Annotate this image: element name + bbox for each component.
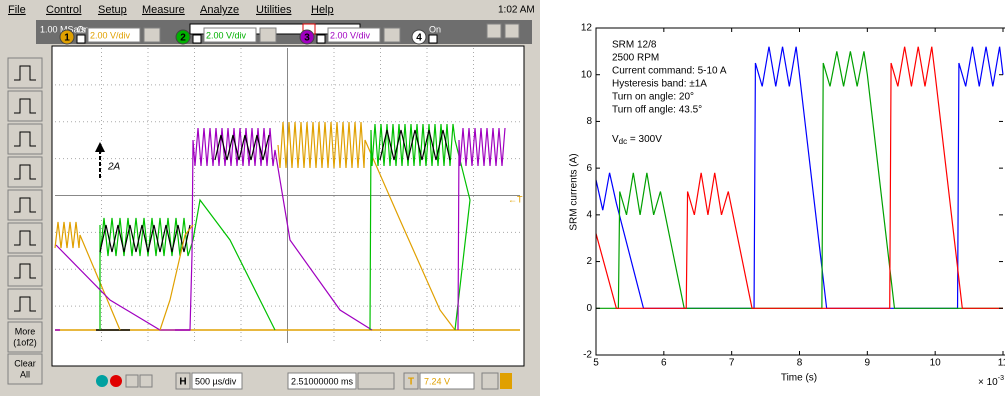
channel-number[interactable]: 2 [180, 33, 186, 44]
clock: 1:02 AM [498, 5, 535, 16]
channel-offset[interactable] [260, 28, 276, 42]
annotation: SRM 12/8 [612, 40, 657, 51]
timebase-scale[interactable]: 500 µs/div [195, 376, 237, 386]
channel-on[interactable]: On [193, 24, 205, 34]
more-label[interactable]: (1of2) [13, 337, 37, 347]
run-button[interactable] [96, 375, 108, 387]
menu-item[interactable]: Help [311, 4, 334, 16]
composite: File Control Setup Measure Analyze Utilities H… [0, 0, 1005, 396]
stop-button[interactable] [110, 375, 122, 387]
x-tick-label: 11 [998, 358, 1005, 369]
channel-on[interactable]: On [77, 24, 89, 34]
channel-checkbox[interactable] [317, 35, 325, 43]
icon-button[interactable] [140, 375, 152, 387]
x-tick-label: 8 [797, 358, 803, 369]
tool-button[interactable] [8, 190, 42, 220]
y-axis-label: SRM currents (A) [569, 153, 580, 230]
x-axis-label: Time (s) [781, 373, 817, 384]
channel-scale[interactable]: 2.00 V/div [330, 30, 371, 40]
annotation: Turn off angle: 43.5° [612, 105, 702, 116]
channel-offset[interactable] [384, 28, 400, 42]
tool-button[interactable] [8, 256, 42, 286]
x-tick-label: 5 [593, 358, 599, 369]
channel-on[interactable]: On [317, 24, 329, 34]
icon-button[interactable] [487, 24, 501, 38]
vdc-value: = 300V [627, 134, 662, 145]
channel-number[interactable]: 4 [416, 33, 422, 44]
clear-label[interactable]: Clear [14, 358, 36, 368]
channel-scale[interactable]: 2.00 V/div [206, 30, 247, 40]
trigger-marker: ←T [508, 194, 523, 204]
menu-item[interactable]: Measure [142, 4, 185, 16]
annotation: Current command: 5-10 A [612, 66, 727, 77]
x-exponent-power: -3 [998, 375, 1004, 382]
menu-item[interactable]: Utilities [256, 4, 292, 16]
channel-number[interactable]: 1 [64, 33, 70, 44]
channel-offset[interactable] [144, 28, 160, 42]
tool-button[interactable] [8, 223, 42, 253]
channel-checkbox[interactable] [193, 35, 201, 43]
tool-button[interactable] [8, 157, 42, 187]
annotation: Turn on angle: 20° [612, 92, 694, 103]
y-tick-label: 12 [581, 23, 593, 34]
y-tick-label: 8 [586, 116, 592, 127]
vdc-subscript: dc [619, 137, 627, 146]
annotation: Hysteresis band: ±1A [612, 79, 707, 90]
spin-button[interactable] [482, 373, 498, 389]
channel-number[interactable]: 3 [304, 33, 310, 44]
tool-button[interactable] [8, 58, 42, 88]
x-exponent: × 10-3 [978, 375, 1004, 388]
channel-scale[interactable]: 2.00 V/div [90, 30, 131, 40]
x-exponent-base: × 10 [978, 377, 998, 388]
timebase-label[interactable]: H [179, 377, 186, 388]
y-tick-label: 4 [586, 209, 592, 220]
annotation: 2500 RPM [612, 53, 659, 64]
icon-button[interactable] [505, 24, 519, 38]
menu-item[interactable]: Analyze [200, 4, 239, 16]
channel-on[interactable]: On [429, 24, 441, 34]
x-tick-label: 10 [930, 358, 942, 369]
timebase-position[interactable]: 2.51000000 ms [291, 376, 354, 386]
x-tick-label: 6 [661, 358, 667, 369]
menu-item[interactable]: Setup [98, 4, 127, 16]
y-tick-label: 0 [586, 303, 592, 314]
x-tick-label: 9 [865, 358, 871, 369]
y-tick-label: 10 [581, 69, 593, 80]
y-tick-label: -2 [583, 350, 592, 361]
trigger-level[interactable]: 7.24 V [424, 376, 450, 386]
tool-button[interactable] [8, 91, 42, 121]
trigger-slope[interactable] [500, 373, 512, 389]
tool-button[interactable] [8, 124, 42, 154]
icon-button[interactable] [126, 375, 138, 387]
trigger-label[interactable]: T [408, 377, 414, 388]
menu-item[interactable]: File [8, 4, 26, 16]
menu-item[interactable]: Control [46, 4, 81, 16]
scale-annotation: 2A [107, 162, 121, 173]
channel-checkbox[interactable] [77, 35, 85, 43]
clear-label[interactable]: All [20, 369, 30, 379]
tool-button[interactable] [8, 289, 42, 319]
channel-checkbox[interactable] [429, 35, 437, 43]
y-tick-label: 6 [586, 163, 592, 174]
x-tick-label: 7 [729, 358, 735, 369]
page: File Control Setup Measure Analyze Utilities H… [0, 0, 1005, 396]
more-label[interactable]: More [15, 326, 36, 336]
y-tick-label: 2 [586, 256, 592, 267]
position-arrows[interactable] [358, 373, 394, 389]
